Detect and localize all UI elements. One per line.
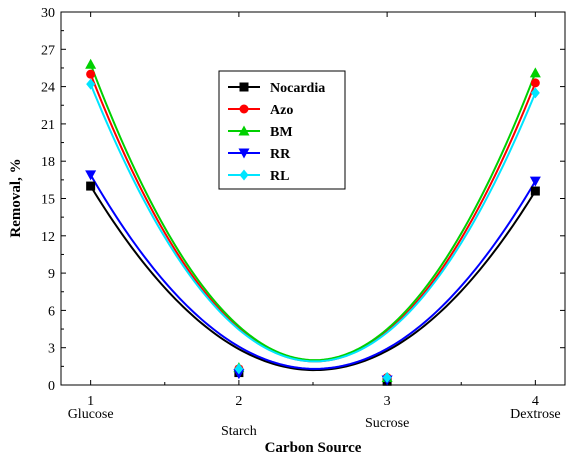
x-category-label: Starch [221,424,257,439]
fit-curves [89,63,537,372]
legend-label-bm: BM [270,125,293,140]
y-tick-label: 0 [48,379,55,394]
y-tick-label: 6 [48,304,55,319]
legend: Nocardia Azo BM RR RL [218,70,346,190]
fit-curve-bm [89,63,537,362]
data-markers [85,58,541,386]
data-point-nocardia [86,181,96,191]
y-tick-label: 12 [41,230,55,245]
data-point-azo [86,69,96,79]
data-point-rl [530,87,540,99]
data-point-rr [529,176,541,187]
x-tick-label: 2 [235,394,242,409]
data-point-azo [530,78,540,88]
x-tick-label: 3 [384,394,391,409]
legend-label-azo: Azo [270,103,293,118]
x-tick-label: 4 [532,394,539,409]
legend-label-nocardia: Nocardia [270,81,325,96]
data-point-rl [234,363,244,375]
data-point-nocardia [530,186,540,196]
fit-curve-rr [89,174,537,370]
fit-curve-nocardia [89,185,537,372]
legend-marker-rr [238,148,250,159]
x-category-label: Dextrose [510,407,561,422]
x-axis-title: Carbon Source [265,440,362,456]
y-tick-label: 9 [48,267,55,282]
y-tick-label: 24 [41,81,55,96]
legend-marker-bm [238,125,250,136]
data-point-rl [382,372,392,384]
y-axis: 0 3 6 9 12 15 18 21 24 27 30 [41,6,565,394]
y-tick-label: 18 [41,155,55,170]
data-point-rl [86,78,96,90]
x-tick-label: 1 [87,394,94,409]
y-tick-label: 15 [41,193,55,208]
y-tick-label: 21 [41,118,55,133]
data-point-bm [529,67,541,78]
plot-frame [60,11,566,386]
x-category-label: Glucose [68,407,114,422]
y-tick-label: 3 [48,342,55,357]
x-category-label: Sucrose [365,416,409,431]
data-point-bm [85,58,97,69]
legend-label-rr: RR [270,147,291,162]
y-tick-label: 27 [41,43,55,58]
legend-marker-nocardia [239,82,249,92]
y-axis-title: Removal, % [8,158,24,237]
legend-marker-azo [239,104,249,114]
y-tick-label: 30 [41,6,55,21]
legend-marker-rl [239,169,249,181]
fit-curve-rl [89,83,537,363]
legend-label-rl: RL [270,169,289,184]
data-point-rr [85,170,97,181]
